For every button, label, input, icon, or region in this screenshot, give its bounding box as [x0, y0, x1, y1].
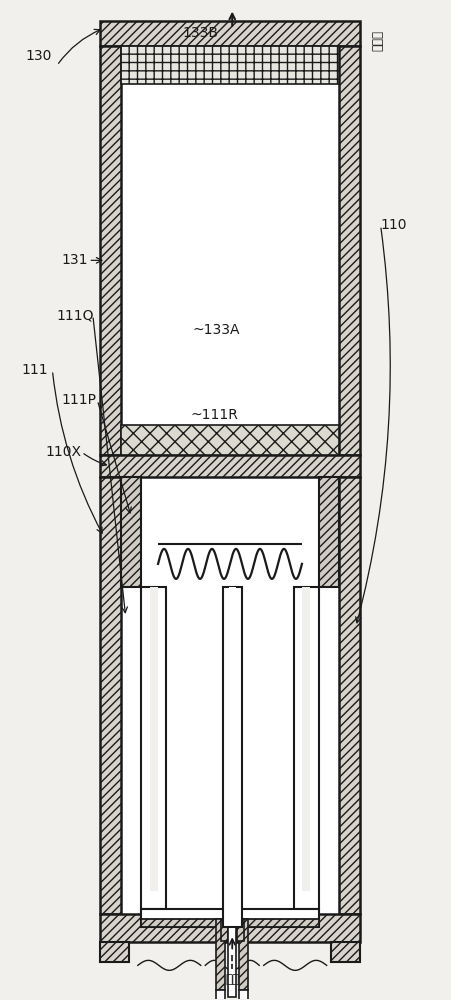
Polygon shape — [339, 46, 360, 455]
Text: 110: 110 — [381, 218, 407, 232]
Polygon shape — [223, 587, 242, 927]
Polygon shape — [339, 477, 360, 914]
Text: 氣溶膠: 氣溶膠 — [372, 30, 385, 51]
Bar — [239, 990, 249, 1000]
Text: 111Q: 111Q — [56, 308, 94, 322]
Polygon shape — [100, 455, 360, 477]
Bar — [229, 587, 236, 909]
Polygon shape — [121, 477, 142, 587]
Polygon shape — [294, 587, 318, 909]
Bar — [150, 587, 158, 891]
Bar — [121, 84, 339, 425]
Polygon shape — [121, 46, 339, 84]
Polygon shape — [216, 919, 225, 990]
Text: 111: 111 — [21, 363, 48, 377]
Text: 111P: 111P — [62, 393, 97, 407]
Text: ~133A: ~133A — [193, 323, 240, 337]
Polygon shape — [100, 46, 121, 455]
Polygon shape — [100, 21, 360, 46]
Polygon shape — [142, 587, 166, 909]
Polygon shape — [237, 919, 244, 941]
Polygon shape — [239, 919, 249, 990]
Polygon shape — [331, 942, 360, 962]
Bar — [302, 587, 310, 891]
Bar — [142, 909, 318, 927]
Polygon shape — [142, 919, 318, 927]
Polygon shape — [318, 477, 339, 587]
Bar — [228, 862, 236, 997]
Bar — [121, 477, 339, 914]
Polygon shape — [100, 914, 360, 942]
Text: ~111R: ~111R — [190, 408, 238, 422]
Text: 空氣: 空氣 — [225, 973, 239, 986]
Polygon shape — [100, 477, 121, 914]
Polygon shape — [221, 919, 228, 941]
Text: 130: 130 — [26, 49, 52, 63]
Text: 133B: 133B — [183, 26, 219, 40]
Text: 110X: 110X — [46, 445, 82, 459]
Polygon shape — [121, 425, 339, 455]
Text: 131: 131 — [62, 253, 88, 267]
Polygon shape — [100, 942, 129, 962]
Bar — [216, 990, 225, 1000]
